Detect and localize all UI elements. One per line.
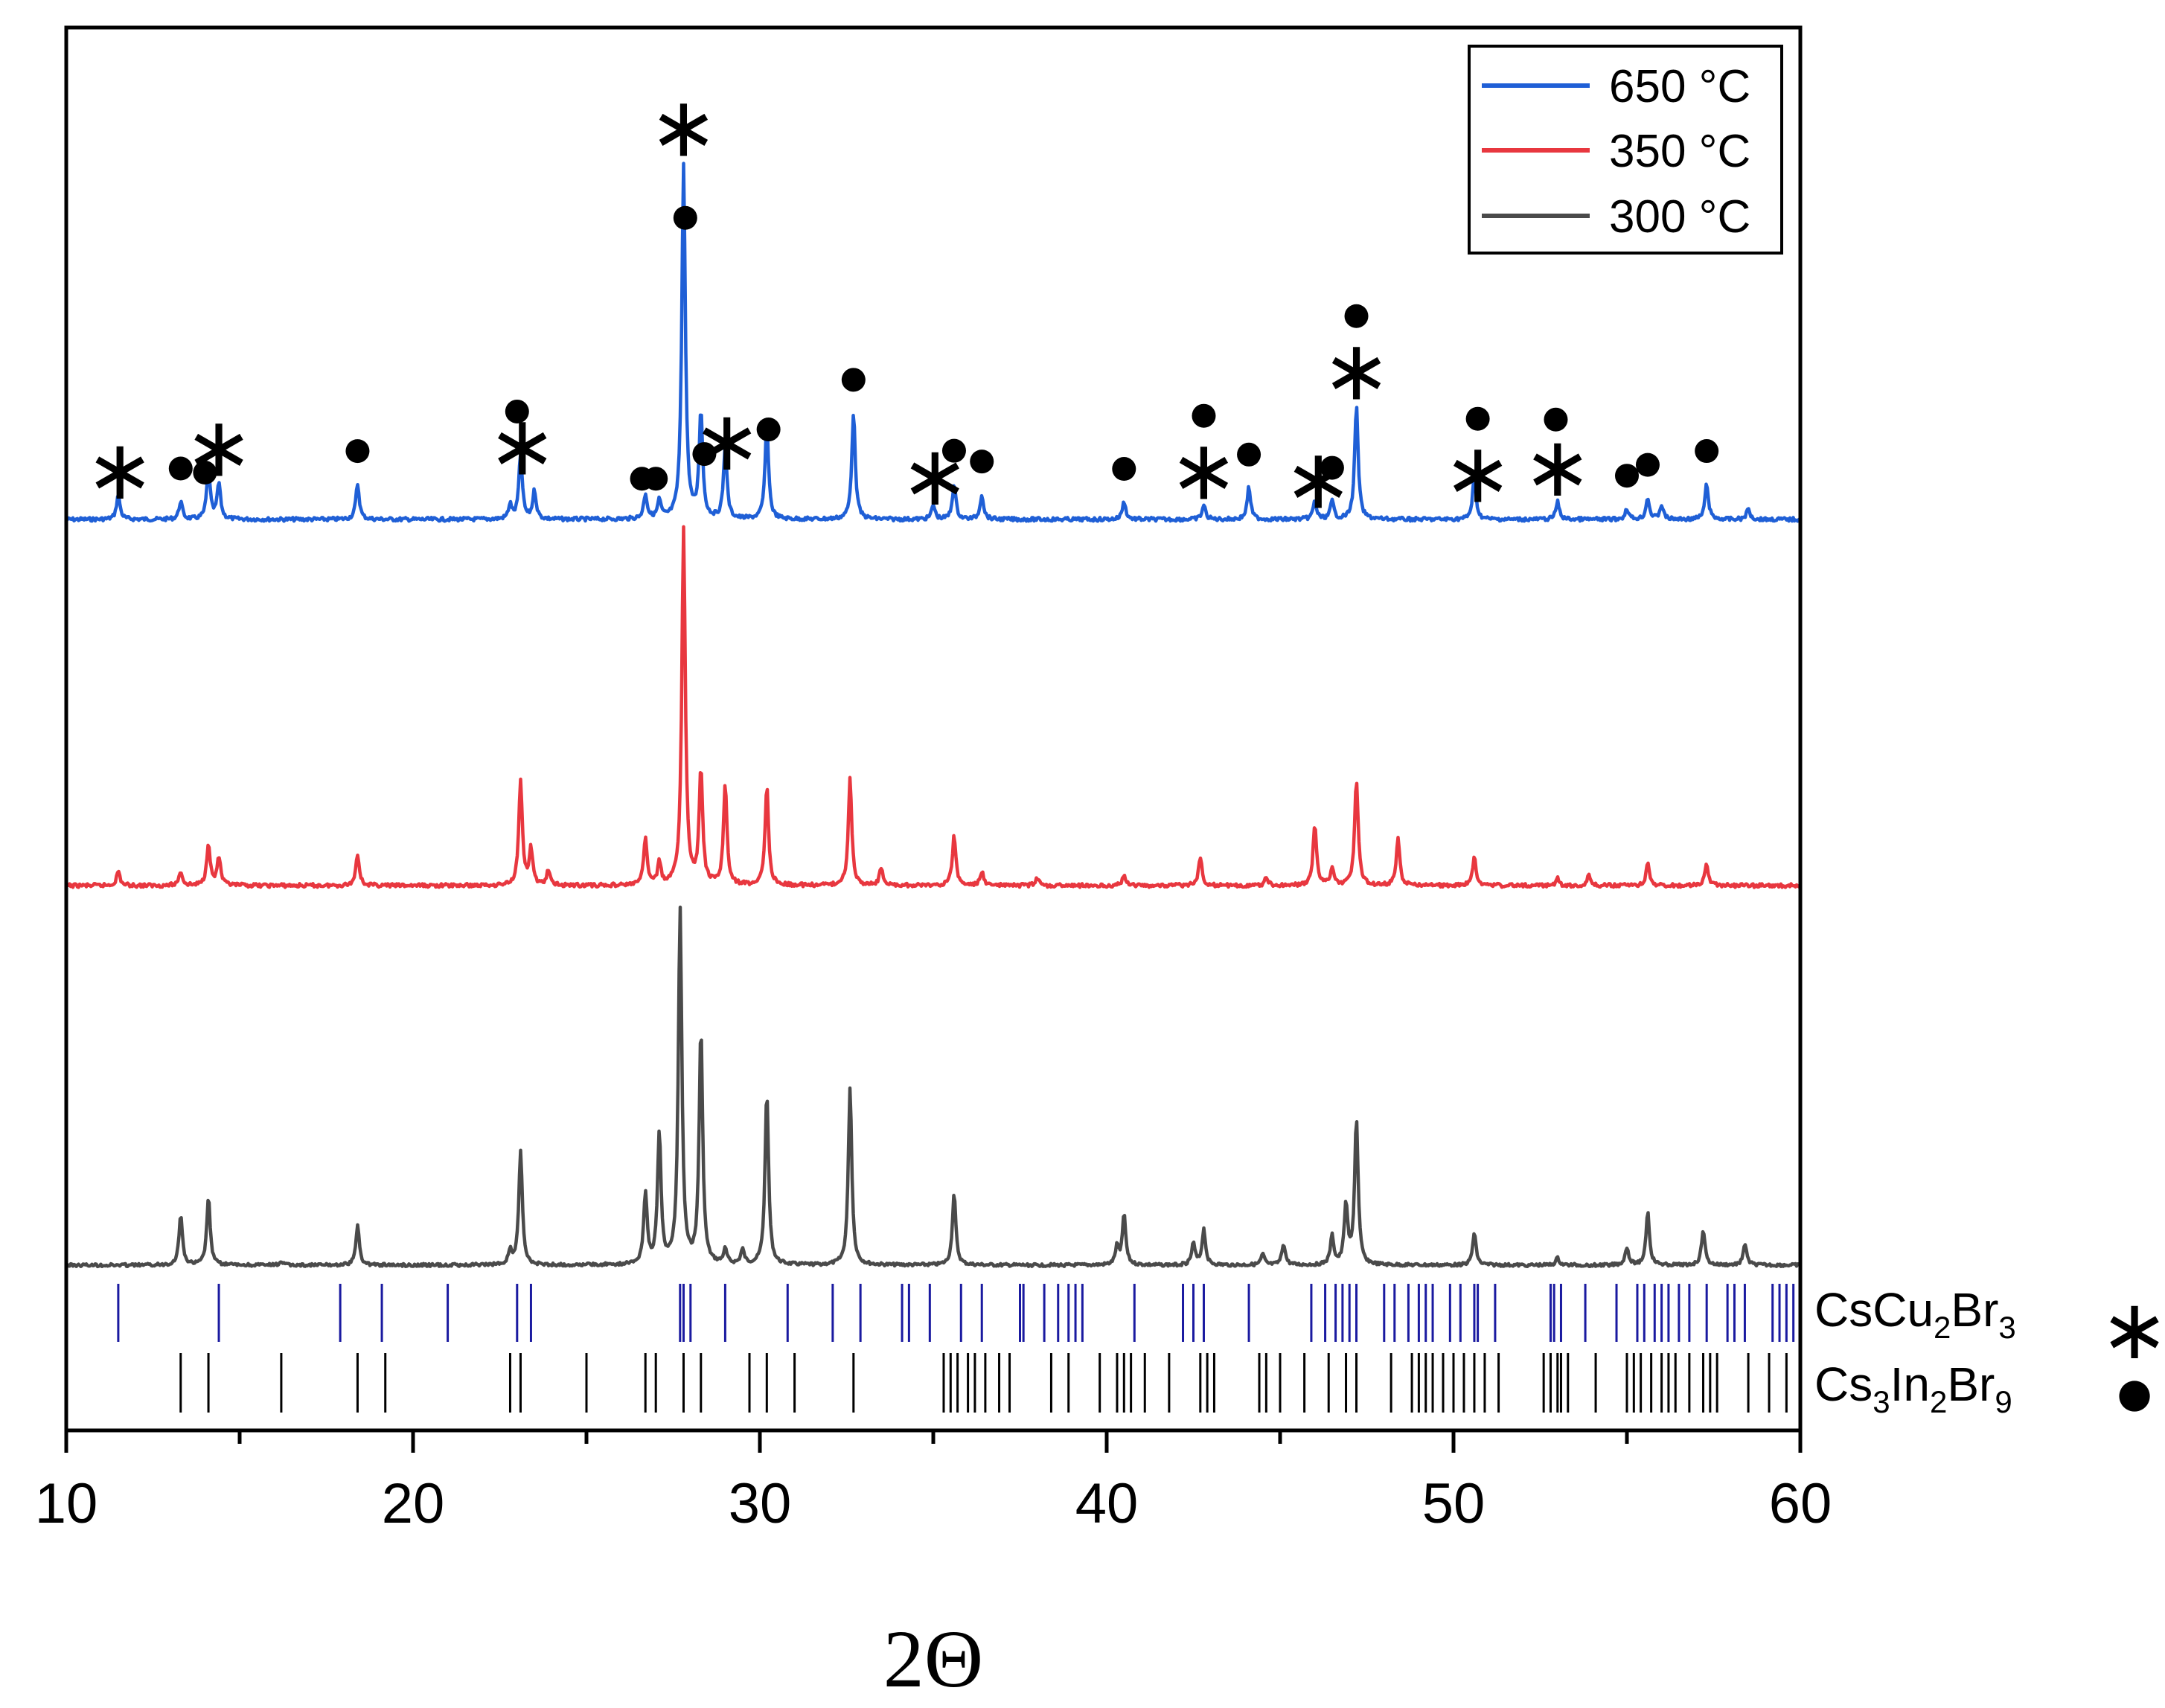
reference-ticks-layer <box>117 1284 1802 1413</box>
annotation-dot <box>1112 457 1136 482</box>
annotation-dot <box>941 438 966 463</box>
annotation-star: ∗ <box>1443 426 1513 522</box>
annotation-dot <box>841 368 866 392</box>
trace-350 <box>65 525 1802 889</box>
annotation-dot <box>168 456 193 481</box>
annotation-dot <box>505 399 529 423</box>
annotation-dot <box>970 450 994 474</box>
phase-symbol-star: ∗ <box>2100 1282 2165 1378</box>
legend-label-300: 300 °C <box>1609 191 1750 243</box>
annotation-dot <box>673 205 697 230</box>
annotation-dot <box>1615 464 1639 488</box>
peak-annotations-layer: ∗ ∗ ∗∗∗ ∗ ∗ ∗∗∗ ∗ <box>85 79 1719 528</box>
annotation-star: ∗ <box>1322 323 1392 420</box>
annotation-star: ∗ <box>85 422 155 519</box>
phase-label-cscu2br3: CsCu2Br3 <box>1814 1283 2016 1345</box>
x-axis: 10 20 30 40 50 60 <box>35 1430 1832 1535</box>
annotation-dot <box>692 442 717 467</box>
annotation-dot <box>1237 442 1261 467</box>
traces-layer <box>65 161 1802 1269</box>
annotation-dot <box>1192 403 1216 428</box>
x-tick-label: 20 <box>382 1472 445 1535</box>
legend: 650 °C 350 °C 300 °C <box>1468 45 1783 255</box>
x-axis-title: 2Θ <box>883 1613 983 1704</box>
annotation-star: ∗ <box>1523 419 1593 516</box>
annotation-dot <box>345 439 370 464</box>
annotation-dot <box>1635 452 1660 477</box>
x-tick-label: 60 <box>1769 1472 1832 1535</box>
annotation-dot <box>1465 406 1490 431</box>
annotation-dot <box>644 467 668 491</box>
annotation-star: ∗ <box>692 393 762 490</box>
annotation-star: ∗ <box>649 79 719 176</box>
legend-label-350: 350 °C <box>1609 126 1750 177</box>
annotation-star: ∗ <box>1283 432 1353 528</box>
annotation-dot <box>193 461 217 485</box>
annotation-dot <box>756 418 781 442</box>
x-tick-label: 10 <box>35 1472 98 1535</box>
annotation-star: ∗ <box>184 400 254 496</box>
trace-300 <box>65 905 1801 1269</box>
annotation-star: ∗ <box>1169 423 1239 519</box>
annotation-dot <box>1695 439 1719 464</box>
legend-box <box>1468 45 1783 255</box>
phase-label-cs3in2br9: Cs3In2Br9 <box>1814 1357 2012 1419</box>
annotation-dot <box>1344 304 1369 328</box>
trace-650 <box>65 161 1801 523</box>
x-tick-label: 30 <box>729 1472 792 1535</box>
legend-label-650: 650 °C <box>1609 61 1750 112</box>
annotation-dot <box>1544 407 1568 432</box>
x-tick-label: 40 <box>1075 1472 1139 1535</box>
annotation-dot <box>1320 455 1344 480</box>
phase-symbol-dot: ● <box>2117 1369 2152 1416</box>
x-tick-label: 50 <box>1422 1472 1486 1535</box>
